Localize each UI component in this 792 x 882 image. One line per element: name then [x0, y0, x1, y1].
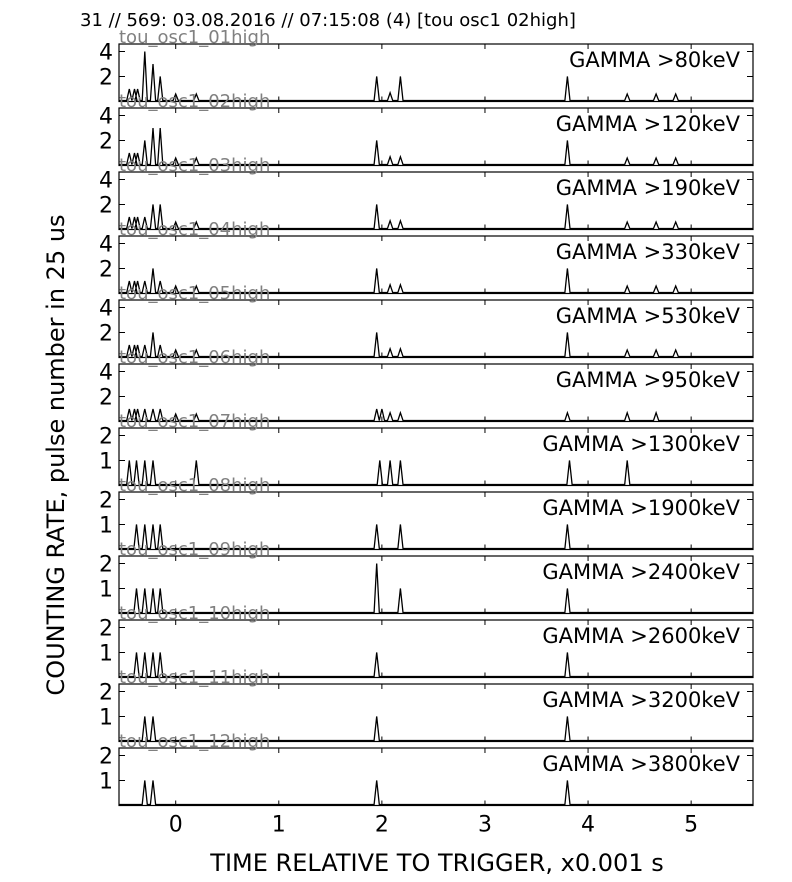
x-tick-label: 4 — [581, 813, 595, 838]
panel-label: GAMMA >2600keV — [542, 624, 740, 648]
y-axis-label: COUNTING RATE, pulse number in 25 us — [42, 214, 70, 695]
panel-label: GAMMA >330keV — [556, 240, 741, 264]
panel-frame — [118, 683, 754, 743]
panel-label: GAMMA >120keV — [556, 112, 741, 136]
panel-source: tou_osc1_03high — [119, 155, 270, 176]
y-tick-label: 2 — [99, 745, 113, 770]
series-line — [119, 51, 753, 102]
series-line — [119, 204, 753, 230]
y-tick-label: 2 — [99, 386, 113, 411]
x-tick-label: 3 — [478, 813, 492, 838]
x-tick-label: 1 — [272, 813, 286, 838]
panel-frame — [118, 171, 754, 231]
panel-frame — [118, 619, 754, 679]
panel-source: tou_osc1_07high — [119, 411, 270, 432]
panel-label: GAMMA >950keV — [556, 368, 741, 392]
y-tick-label: 1 — [99, 770, 113, 795]
panel-3: 24 GAMMA >190keV tou_osc1_03high — [99, 155, 754, 231]
y-tick-label: 2 — [99, 322, 113, 347]
panel-12: 12 GAMMA >3800keV tou_osc1_12high — [99, 731, 754, 807]
series-line — [119, 268, 753, 294]
y-tick-label: 2 — [99, 489, 113, 514]
panel-source: tou_osc1_11high — [119, 667, 270, 688]
panel-2: 24 GAMMA >120keV tou_osc1_02high — [99, 91, 754, 167]
y-tick-label: 2 — [99, 553, 113, 578]
panel-6: 24 GAMMA >950keV tou_osc1_06high — [99, 347, 754, 423]
y-tick-label: 1 — [99, 706, 113, 731]
y-tick-label: 4 — [99, 105, 113, 130]
y-tick-label: 2 — [99, 66, 113, 91]
panel-9: 12 GAMMA >2400keV tou_osc1_09high — [99, 539, 754, 615]
y-tick-label: 4 — [99, 297, 113, 322]
x-tick-label: 5 — [684, 813, 698, 838]
panel-frame — [118, 427, 754, 487]
panel-frame — [118, 235, 754, 295]
panel-label: GAMMA >80keV — [569, 48, 741, 72]
y-tick-label: 4 — [99, 361, 113, 386]
panel-frame — [118, 491, 754, 551]
x-axis-label: TIME RELATIVE TO TRIGGER, x0.001 s — [209, 849, 663, 877]
panel-frame — [118, 747, 754, 807]
panel-frame — [118, 299, 754, 359]
panel-source: tou_osc1_04high — [119, 219, 270, 240]
panel-8: 12 GAMMA >1900keV tou_osc1_08high — [99, 475, 754, 551]
x-tick-label: 2 — [375, 813, 389, 838]
panel-label: GAMMA >3200keV — [542, 688, 740, 712]
y-tick-label: 1 — [99, 514, 113, 539]
panel-1: 24 GAMMA >80keV tou_osc1_01high — [99, 27, 754, 103]
panel-frame — [118, 43, 754, 103]
x-tick-label: 0 — [169, 813, 183, 838]
y-tick-label: 2 — [99, 130, 113, 155]
panel-frame — [118, 363, 754, 423]
panel-label: GAMMA >190keV — [556, 176, 741, 200]
y-tick-label: 1 — [99, 578, 113, 603]
series-line — [119, 127, 753, 166]
panel-source: tou_osc1_06high — [119, 347, 270, 368]
chart-header: 31 // 569: 03.08.2016 // 07:15:08 (4) [t… — [80, 10, 576, 31]
y-tick-label: 2 — [99, 617, 113, 642]
panel-source: tou_osc1_02high — [119, 91, 270, 112]
panel-source: tou_osc1_01high — [119, 27, 270, 48]
series-line — [119, 652, 753, 678]
y-tick-label: 2 — [99, 425, 113, 450]
y-tick-label: 1 — [99, 450, 113, 475]
panel-source: tou_osc1_10high — [119, 603, 270, 624]
panel-label: GAMMA >1900keV — [542, 496, 740, 520]
panel-frame — [118, 107, 754, 167]
panel-source: tou_osc1_12high — [119, 731, 270, 752]
panel-label: GAMMA >3800keV — [542, 752, 740, 776]
panel-label: GAMMA >1300keV — [542, 432, 740, 456]
panel-source: tou_osc1_05high — [119, 283, 270, 304]
panel-label: GAMMA >2400keV — [542, 560, 740, 584]
panel-11: 12 GAMMA >3200keV tou_osc1_11high — [99, 667, 754, 743]
series-line — [119, 780, 753, 806]
y-tick-label: 2 — [99, 681, 113, 706]
panel-5: 24 GAMMA >530keV tou_osc1_05high — [99, 283, 754, 359]
y-tick-label: 2 — [99, 194, 113, 219]
panel-10: 12 GAMMA >2600keV tou_osc1_10high — [99, 603, 754, 679]
panel-frame — [118, 555, 754, 615]
panel-source: tou_osc1_09high — [119, 539, 270, 560]
series-line — [119, 332, 753, 358]
panel-label: GAMMA >530keV — [556, 304, 741, 328]
panel-4: 24 GAMMA >330keV tou_osc1_04high — [99, 219, 754, 295]
series-line — [119, 716, 753, 742]
panel-source: tou_osc1_08high — [119, 475, 270, 496]
series-line — [119, 460, 753, 486]
y-tick-label: 4 — [99, 41, 113, 66]
y-tick-label: 1 — [99, 642, 113, 667]
y-tick-label: 2 — [99, 258, 113, 283]
x-axis: 0 1 2 3 4 5 — [169, 813, 698, 838]
panel-7: 12 GAMMA >1300keV tou_osc1_07high — [99, 411, 754, 487]
y-tick-label: 4 — [99, 233, 113, 258]
y-tick-label: 4 — [99, 169, 113, 194]
